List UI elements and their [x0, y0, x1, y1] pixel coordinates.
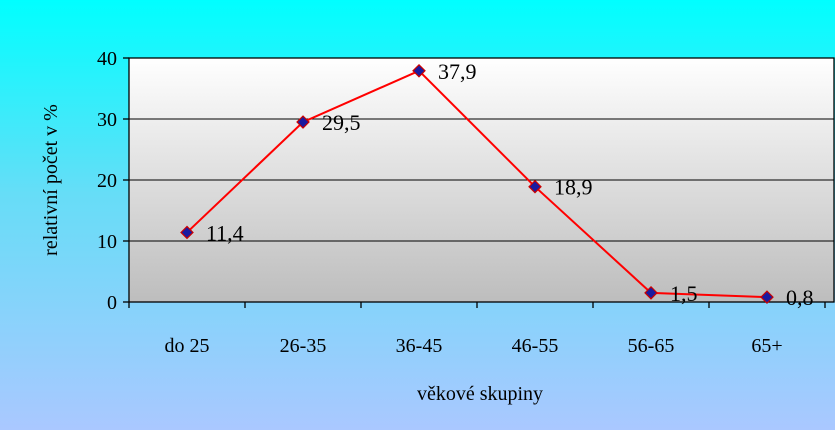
y-tick-label: 0 — [107, 292, 117, 314]
data-label: 0,8 — [786, 285, 814, 310]
x-tick-label: 46-55 — [512, 335, 559, 357]
y-tick-label: 20 — [97, 170, 117, 192]
y-tick-label: 40 — [97, 48, 117, 70]
x-tick-label: 36-45 — [396, 335, 443, 357]
data-point-marker — [760, 290, 774, 304]
x-axis-title: věkové skupiny — [417, 383, 543, 405]
data-label: 11,4 — [206, 220, 244, 245]
data-point-marker — [296, 115, 310, 129]
series-relativni-pocet — [180, 63, 774, 304]
data-label: 1,5 — [670, 281, 698, 306]
data-point-marker — [644, 286, 658, 300]
data-label: 18,9 — [554, 175, 593, 200]
data-labels: 11,4 29,5 37,9 18,9 1,5 0,8 — [206, 59, 814, 310]
y-tick-label: 10 — [97, 231, 117, 253]
y-axis-title: relativní počet v % — [40, 104, 62, 256]
data-point-marker — [528, 179, 542, 194]
y-tick-label: 30 — [97, 109, 117, 131]
x-axis: do 25 26-35 36-45 46-55 56-65 65+ — [128, 302, 826, 357]
x-tick-label: 56-65 — [628, 335, 675, 357]
x-tick-label: do 25 — [165, 335, 210, 357]
x-tick-label: 26-35 — [280, 335, 327, 357]
x-tick-label: 65+ — [751, 335, 782, 357]
data-label: 29,5 — [322, 110, 361, 135]
data-label: 37,9 — [438, 59, 477, 84]
data-point-marker — [412, 63, 426, 78]
grid-lines — [129, 118, 834, 242]
y-axis: 0 10 20 30 40 — [97, 48, 129, 314]
series-line — [186, 69, 768, 299]
data-point-marker — [180, 225, 194, 240]
